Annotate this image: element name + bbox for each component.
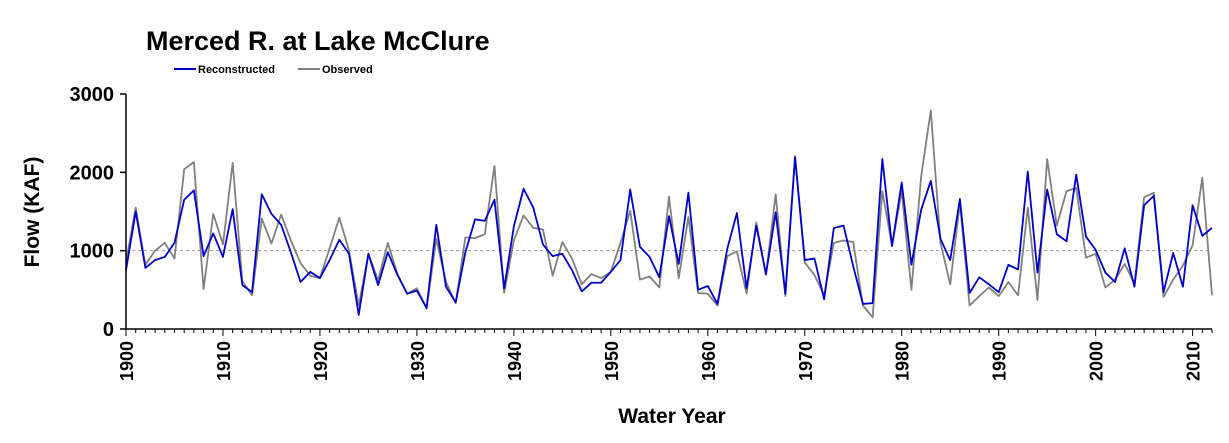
x-tick-label: 1950 [602,341,622,381]
x-tick-label: 2010 [1184,341,1204,381]
y-tick-label: 1000 [70,241,115,263]
x-tick-label: 1920 [311,341,331,381]
series-line-observed [125,109,1213,319]
x-tick-label: 1960 [699,341,719,381]
chart-title: Merced R. at Lake McClure [146,26,490,56]
axes: 0 1000 2000 3000 1900 1910 1920 1930 1940 1950 196… [70,84,1213,381]
legend-label-observed: Observed [322,64,373,76]
legend-label-reconstructed: Reconstructed [198,64,275,76]
x-tick-label: 2000 [1087,341,1107,381]
x-tick-label: 1990 [990,341,1010,381]
x-tick-label: 1900 [117,341,137,381]
series-line-reconstructed [125,156,1213,316]
y-tick-label: 3000 [70,84,115,106]
y-tick-label: 2000 [70,162,115,184]
x-tick-label: 1930 [408,341,428,381]
x-tick-label: 1940 [505,341,525,381]
x-tick-label: 1970 [796,341,816,381]
x-tick-label: 1910 [214,341,234,381]
y-tick-label: 0 [103,319,114,341]
x-axis-label: Water Year [618,405,725,428]
x-tick-label: 1980 [893,341,913,381]
y-axis-label: Flow (KAF) [21,157,44,268]
series-layer [125,109,1213,319]
legend: Reconstructed Observed [174,64,373,76]
